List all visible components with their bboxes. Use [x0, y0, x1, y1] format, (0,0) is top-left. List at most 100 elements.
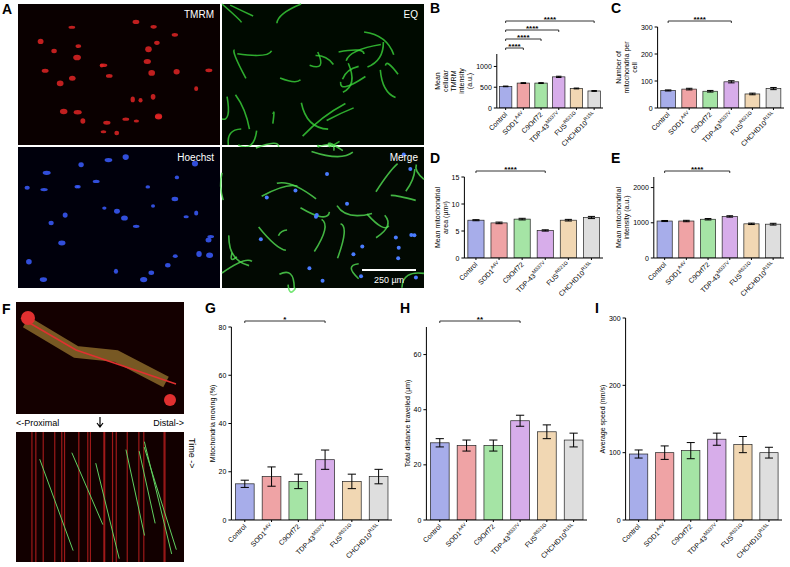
x-tick	[708, 258, 709, 260]
error-cap	[348, 474, 356, 475]
error-bar	[661, 446, 669, 459]
x-tick	[475, 258, 476, 260]
y-tick-label: 2000	[633, 184, 649, 191]
x-tick	[522, 258, 523, 260]
x-tick	[729, 258, 730, 260]
nucleus	[314, 215, 318, 219]
error-bar	[707, 90, 713, 92]
cell	[73, 55, 81, 61]
channel-label: Merge	[390, 152, 419, 163]
bar	[235, 484, 254, 520]
nucleus	[325, 172, 329, 176]
error-cap	[705, 218, 712, 219]
error-cap	[770, 223, 777, 224]
x-tick	[541, 108, 542, 110]
error-cap	[713, 433, 721, 434]
neurite	[337, 206, 372, 216]
nucleus	[396, 256, 400, 260]
neurite	[402, 273, 424, 288]
bar-chart-panel: B05001000MeancellularTMRMintensity(a.u.)…	[430, 0, 603, 148]
y-tick	[651, 222, 654, 223]
error-bar	[591, 90, 596, 92]
x-tick	[466, 520, 467, 522]
x-axis	[497, 108, 603, 109]
significance-label: ****	[544, 15, 557, 24]
bar	[630, 454, 648, 520]
x-tick-label: C9Orf72	[670, 523, 694, 547]
error-stem	[298, 474, 299, 488]
x-tick-label: SOD1A4V	[443, 521, 470, 548]
bar	[588, 91, 600, 108]
significance-label: ****	[508, 42, 521, 51]
label-base: TDP-43	[699, 272, 721, 294]
error-stem	[742, 437, 743, 453]
y-tick-label: 300	[641, 24, 653, 31]
neurite	[364, 32, 394, 55]
x-tick	[689, 108, 690, 110]
bar	[760, 453, 778, 520]
bar	[484, 446, 503, 520]
bar-chart-panel: C0100200300Number ofmitochondria percell…	[611, 0, 784, 148]
neurite	[416, 165, 424, 180]
cell	[114, 131, 119, 136]
error-cap	[374, 483, 382, 484]
neurite	[222, 260, 252, 273]
y-axis	[496, 54, 497, 108]
significance-label: **	[477, 315, 484, 324]
x-axis	[654, 258, 784, 259]
cell	[148, 70, 155, 76]
bar	[511, 421, 530, 520]
error-stem	[546, 425, 547, 439]
x-tick-label: SOD1A4V	[665, 109, 692, 136]
x-tick	[568, 258, 569, 260]
y-tick-label: 300	[609, 315, 621, 322]
neurite	[231, 253, 237, 260]
axon-image	[16, 302, 184, 414]
error-stem	[690, 443, 691, 459]
bar	[583, 218, 599, 259]
label-base: Control	[620, 522, 641, 543]
y-tick-label: 0	[617, 517, 621, 524]
cell	[133, 225, 140, 228]
error-bar	[267, 467, 275, 486]
bar	[537, 230, 553, 258]
bar	[570, 88, 582, 108]
y-axis-title-line: intensity (a.u.)	[623, 196, 631, 240]
error-bar	[489, 440, 497, 451]
label-base: TDP-43	[295, 534, 317, 556]
y-axis	[426, 327, 427, 520]
error-cap	[726, 217, 733, 218]
cell	[76, 44, 82, 48]
bar	[703, 91, 718, 108]
neurite	[385, 63, 398, 74]
cell	[172, 33, 178, 37]
error-cap	[661, 220, 668, 221]
cell	[105, 158, 113, 162]
x-tick	[742, 520, 743, 522]
stationary-track	[31, 432, 32, 562]
y-tick	[228, 327, 231, 328]
x-tick	[664, 520, 665, 522]
cell	[206, 253, 213, 258]
panel-letter: I	[595, 300, 599, 316]
panel-letter: E	[611, 150, 620, 166]
stationary-track	[78, 432, 79, 562]
neurite	[380, 70, 395, 98]
cell	[133, 20, 140, 24]
x-tick	[351, 520, 352, 522]
bar	[657, 221, 672, 258]
x-tick	[768, 520, 769, 522]
cell	[151, 204, 155, 207]
cell	[93, 180, 100, 183]
stationary-track	[61, 432, 62, 562]
neurite	[376, 164, 398, 192]
image-bg	[18, 4, 220, 145]
bar-chart-panel: H0204060Total distance travelled (µm)Con…	[400, 300, 587, 560]
error-cap	[565, 219, 572, 220]
error-bar	[687, 443, 695, 459]
cell	[148, 271, 154, 275]
error-cap	[770, 89, 776, 90]
label-base: C9Orf72	[670, 523, 694, 547]
cell	[151, 94, 156, 100]
error-bar	[713, 433, 721, 445]
